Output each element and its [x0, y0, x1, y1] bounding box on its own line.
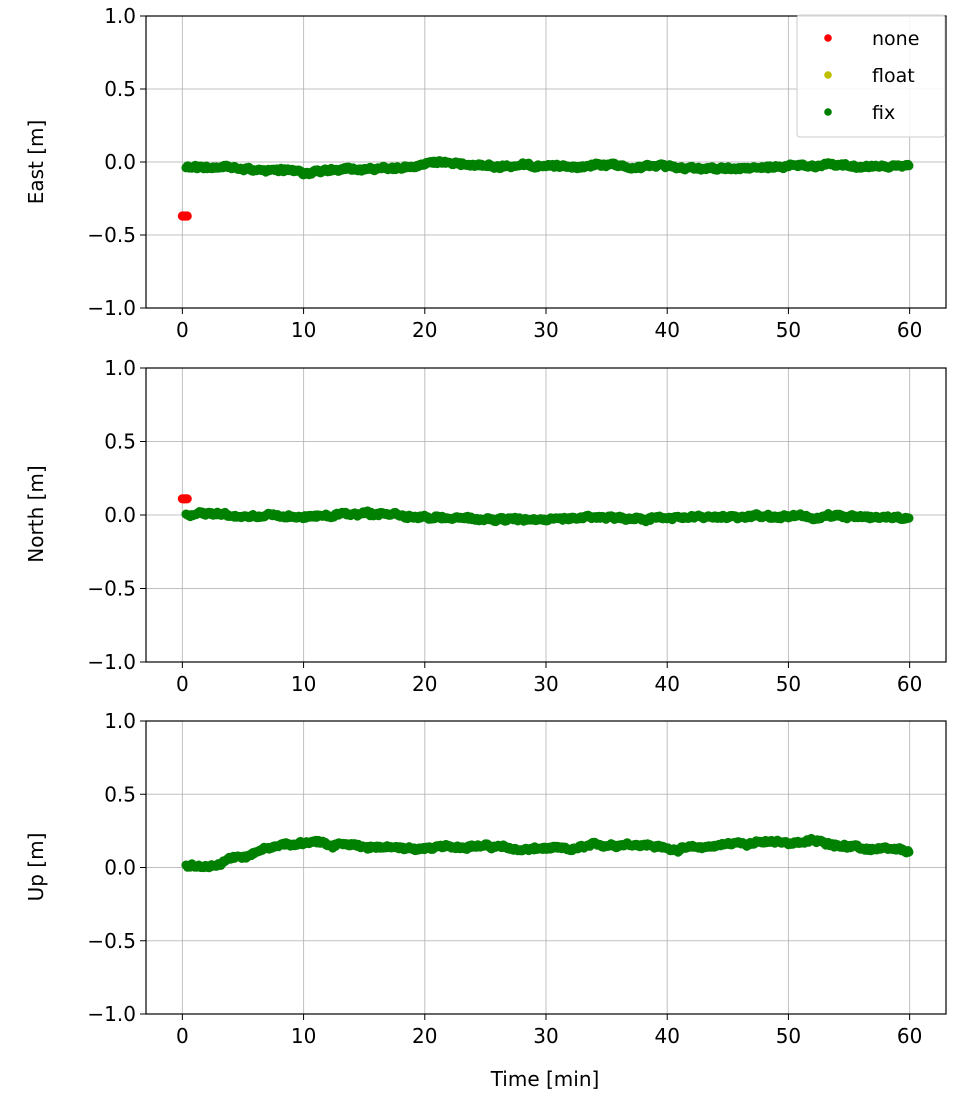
- data-point: [904, 513, 914, 523]
- x-tick-label: 30: [533, 1024, 558, 1048]
- y-tick-label: 0.5: [104, 430, 136, 454]
- y-axis-label: East [m]: [24, 120, 48, 205]
- y-tick-label: 1.0: [104, 709, 136, 733]
- x-tick-label: 20: [412, 1024, 437, 1048]
- legend-marker-none: [824, 34, 832, 42]
- data-point: [904, 161, 914, 171]
- x-tick-label: 0: [176, 672, 189, 696]
- y-tick-label: −0.5: [87, 223, 136, 247]
- y-tick-label: 0.0: [104, 150, 136, 174]
- y-tick-label: 1.0: [104, 356, 136, 380]
- y-tick-label: 0.5: [104, 782, 136, 806]
- x-tick-label: 40: [654, 672, 679, 696]
- x-tick-label: 30: [533, 672, 558, 696]
- x-tick-label: 0: [176, 318, 189, 342]
- x-tick-label: 50: [776, 672, 801, 696]
- y-axis-label: Up [m]: [24, 833, 48, 902]
- y-tick-label: 0.0: [104, 856, 136, 880]
- series-none-1: [177, 211, 192, 221]
- x-tick-label: 20: [412, 318, 437, 342]
- panel-3: 0 10 20 30 40 50 60 1.0 0.5 0.0 −0.5 −1.0 Up [m]: [24, 709, 947, 1048]
- y-tick-label: −1.0: [87, 1002, 136, 1026]
- x-tick-label: 30: [533, 318, 558, 342]
- panel-2: 0 10 20 30 40 50 60 1.0 0.5 0.0 −0.5 −1.0 North [m]: [24, 356, 947, 696]
- x-tick-label: 40: [654, 1024, 679, 1048]
- x-tick-label: 50: [776, 318, 801, 342]
- data-point: [182, 211, 192, 221]
- y-tick-label: −0.5: [87, 577, 136, 601]
- y-axis-label: North [m]: [24, 465, 48, 562]
- y-tick-label: −1.0: [87, 296, 136, 320]
- y-tick-label: −1.0: [87, 650, 136, 674]
- legend-label-none: none: [872, 28, 919, 50]
- y-tick-label: 0.0: [104, 503, 136, 527]
- legend: none float fix: [796, 14, 946, 138]
- x-tick-label: 60: [897, 318, 922, 342]
- x-tick-label: 50: [776, 1024, 801, 1048]
- legend-box: [796, 14, 946, 138]
- series-none-2: [177, 494, 192, 504]
- x-tick-label: 10: [291, 672, 316, 696]
- x-tick-label: 40: [654, 318, 679, 342]
- x-tick-label: 10: [291, 1024, 316, 1048]
- y-tick-label: 0.5: [104, 77, 136, 101]
- legend-marker-fix: [824, 108, 832, 116]
- legend-label-fix: fix: [872, 102, 895, 124]
- x-axis-label: Time [min]: [490, 1067, 600, 1091]
- x-tick-label: 10: [291, 318, 316, 342]
- x-tick-label: 60: [897, 672, 922, 696]
- legend-label-float: float: [872, 65, 915, 87]
- x-tick-label: 60: [897, 1024, 922, 1048]
- series-fix-3: [181, 833, 914, 873]
- y-tick-label: 1.0: [104, 4, 136, 28]
- data-point: [182, 494, 192, 504]
- series-fix-2: [181, 506, 914, 527]
- series-fix-1: [181, 156, 914, 180]
- x-tick-label: 0: [176, 1024, 189, 1048]
- panels: 0 10 20 30 40 50 60 1.0 0.5 0.0 −0.5 −1.0 East [m] 0 1…: [24, 4, 947, 1048]
- y-tick-label: −0.5: [87, 929, 136, 953]
- x-tick-label: 20: [412, 672, 437, 696]
- legend-marker-float: [824, 71, 832, 79]
- data-point: [904, 847, 914, 857]
